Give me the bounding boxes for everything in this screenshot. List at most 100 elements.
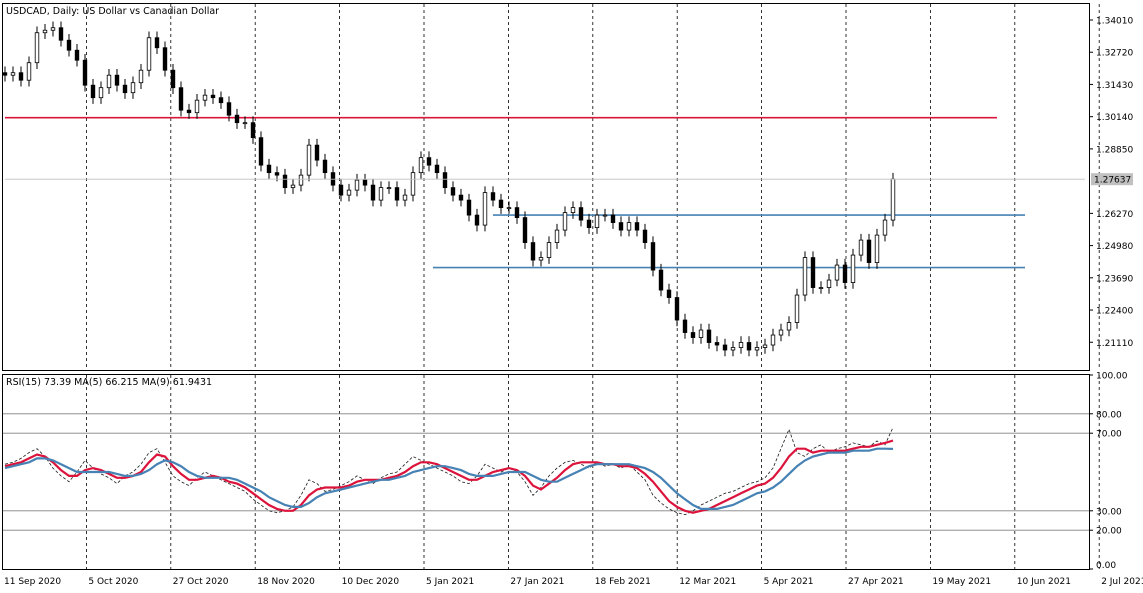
candle xyxy=(434,164,440,174)
rsi-title: RSI(15) 73.39 MA(5) 66.215 MA(9) 61.9431 xyxy=(6,377,212,388)
candle xyxy=(202,94,208,101)
candle xyxy=(418,157,424,174)
price-tick-label: 1.26270 xyxy=(1096,210,1133,220)
candle xyxy=(754,347,760,351)
candle xyxy=(74,49,80,61)
candle xyxy=(66,39,72,51)
vertical-grid xyxy=(86,4,1100,569)
candle xyxy=(482,192,488,226)
candle xyxy=(194,99,200,114)
rsi-axis: 100.00 80.00 70.00 30.00 20.00 0.00 xyxy=(1089,372,1128,571)
candle xyxy=(58,27,64,41)
rsi-series-ma5 xyxy=(4,439,894,514)
time-tick-label: 27 Apr 2021 xyxy=(848,577,904,587)
candlestick-series xyxy=(2,21,896,357)
candle xyxy=(546,242,552,258)
rsi-tick-label: 30.00 xyxy=(1096,507,1122,517)
time-tick-label: 27 Oct 2020 xyxy=(173,577,229,587)
rsi-panel xyxy=(2,374,1090,570)
time-tick-label: 10 Dec 2020 xyxy=(342,577,400,587)
candle xyxy=(370,184,376,201)
candle xyxy=(586,219,592,228)
candle xyxy=(178,87,184,111)
candle xyxy=(858,239,864,256)
candle xyxy=(386,187,392,190)
candle xyxy=(402,194,408,201)
candle xyxy=(490,192,496,201)
candle xyxy=(538,257,544,261)
rsi-lines xyxy=(4,427,894,516)
candle xyxy=(42,29,48,34)
time-tick-label: 5 Jan 2021 xyxy=(426,577,474,587)
time-tick-label: 10 Jun 2021 xyxy=(1017,577,1071,587)
candle xyxy=(506,207,512,210)
price-tick-label: 1.22400 xyxy=(1096,307,1133,317)
candle xyxy=(354,179,360,191)
time-tick-label: 18 Feb 2021 xyxy=(595,577,651,587)
time-tick-label: 18 Nov 2020 xyxy=(257,577,315,587)
candle xyxy=(810,257,816,288)
candle xyxy=(346,189,352,196)
candle xyxy=(634,222,640,231)
price-tick-label: 1.24980 xyxy=(1096,242,1133,252)
candle xyxy=(34,32,40,64)
candle xyxy=(90,84,96,99)
candle xyxy=(474,214,480,226)
candle xyxy=(114,74,120,86)
candle xyxy=(874,234,880,263)
candle xyxy=(234,114,240,124)
time-tick-label: 11 Sep 2020 xyxy=(4,577,61,587)
price-tick-label: 1.32720 xyxy=(1096,49,1133,59)
candle xyxy=(522,217,528,243)
candle xyxy=(890,178,896,221)
price-axis: 1.34010 1.32720 1.31430 1.30140 1.28850 1.276… xyxy=(5,16,1133,349)
last-price-marker xyxy=(1091,173,1133,186)
price-tick-label: 1.28850 xyxy=(1096,145,1133,155)
candle xyxy=(394,187,400,201)
candle xyxy=(298,174,304,186)
candle xyxy=(226,102,232,116)
candle xyxy=(722,344,728,351)
candle xyxy=(802,257,808,296)
rsi-tick-label: 100.00 xyxy=(1096,372,1128,382)
candle xyxy=(82,59,88,86)
candle xyxy=(458,194,464,201)
candle xyxy=(762,344,768,348)
time-tick-label: 2 Jul 2021 xyxy=(1101,577,1143,587)
candle xyxy=(450,187,456,196)
rsi-tick-label: 80.00 xyxy=(1096,410,1122,420)
candle xyxy=(562,212,568,231)
time-tick-label: 5 Oct 2020 xyxy=(88,577,138,587)
candle xyxy=(338,184,344,196)
candle xyxy=(210,94,216,99)
candle xyxy=(514,207,520,219)
candle xyxy=(578,207,584,221)
candle xyxy=(162,47,168,71)
candle xyxy=(770,334,776,346)
time-tick-label: 12 Mar 2021 xyxy=(679,577,736,587)
candle xyxy=(666,289,672,298)
candle xyxy=(850,254,856,283)
price-tick-label: 1.31430 xyxy=(1096,81,1133,91)
candle xyxy=(626,222,632,231)
candle xyxy=(818,287,824,289)
candle xyxy=(378,187,384,201)
candle xyxy=(442,172,448,189)
price-tick-label: 1.23690 xyxy=(1096,274,1133,284)
candle xyxy=(466,199,472,216)
candle xyxy=(642,229,648,243)
candle xyxy=(610,214,616,224)
candle xyxy=(714,342,720,346)
candle xyxy=(362,179,368,186)
candle xyxy=(426,157,432,166)
price-tick-label: 1.30140 xyxy=(1096,113,1133,123)
candle xyxy=(258,137,264,166)
time-axis: 11 Sep 2020 5 Oct 2020 27 Oct 2020 18 Nov 2… xyxy=(4,577,1143,587)
candle xyxy=(618,222,624,231)
rsi-tick-label: 0.00 xyxy=(1096,561,1116,571)
candle xyxy=(410,172,416,196)
candle xyxy=(250,122,256,139)
candle xyxy=(218,97,224,104)
candle xyxy=(498,199,504,209)
candle xyxy=(682,319,688,333)
